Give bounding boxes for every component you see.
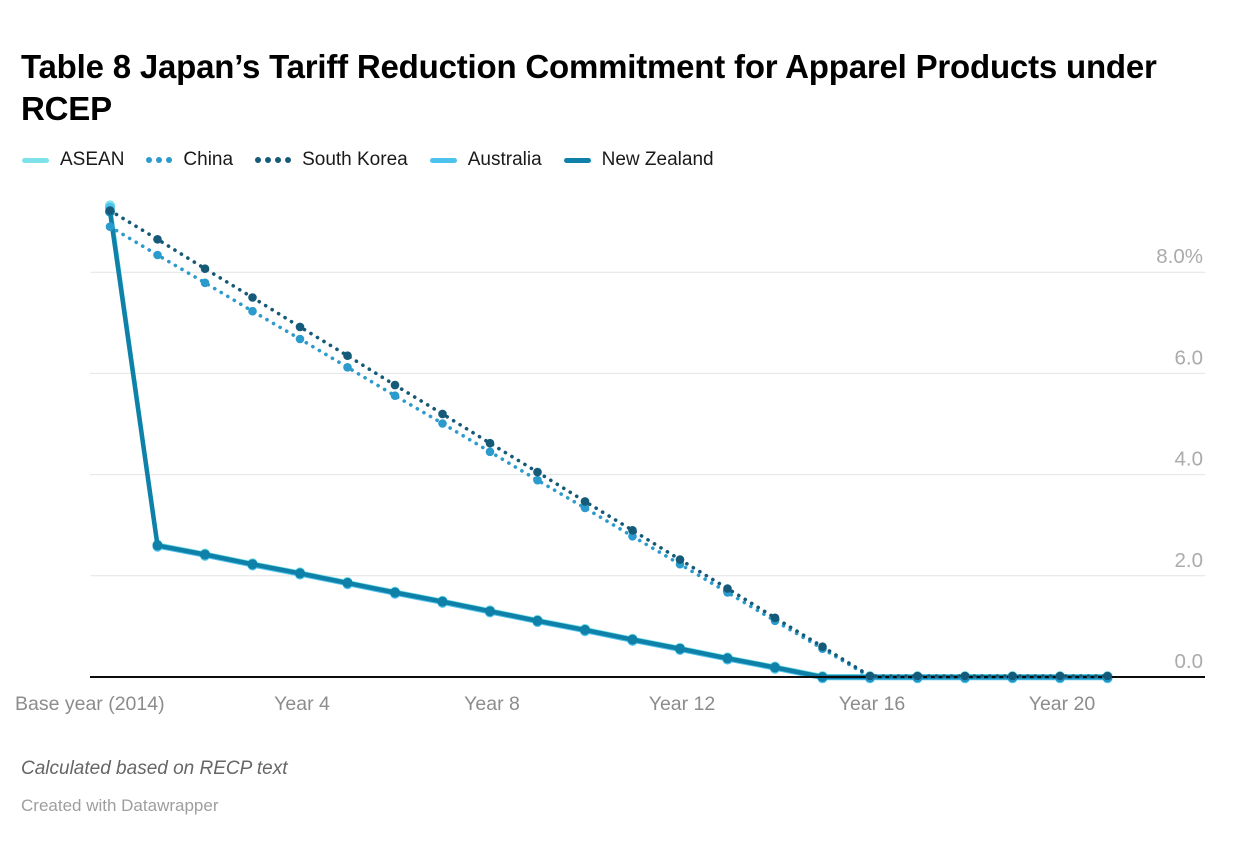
y-tick-label: 6.0 (1175, 346, 1204, 369)
legend-item-china: China (146, 149, 233, 171)
x-tick-label: Year 4 (274, 693, 330, 715)
datawrapper-credit: Created with Datawrapper (21, 796, 219, 815)
series-line-china (108, 224, 1110, 679)
y-tick-label: 8.0% (1156, 245, 1203, 268)
legend: ASEAN China South Korea Australia New Zealan… (22, 149, 714, 171)
legend-item-asean: ASEAN (22, 149, 124, 171)
series-markers-china (105, 222, 1112, 682)
y-tick-label: 2.0 (1175, 549, 1204, 572)
x-tick-label: Year 12 (649, 693, 716, 715)
series-markers-new-zealand (105, 206, 1113, 682)
legend-label: China (183, 149, 234, 170)
legend-swatch-new-zealand (563, 157, 591, 163)
x-tick-label: Year 8 (464, 693, 520, 715)
legend-swatch-australia (429, 157, 457, 163)
y-tick-label: 4.0 (1175, 448, 1204, 471)
chart-title: Table 8 Japan’s Tariff Reduction Commitm… (21, 48, 1157, 128)
legend-label: New Zealand (601, 149, 714, 170)
x-tick-label: Year 20 (1029, 693, 1096, 715)
x-tick-label: Year 16 (839, 693, 906, 715)
source-note: Calculated based on RECP text (21, 758, 288, 779)
legend-label: South Korea (302, 149, 408, 170)
legend-label: ASEAN (60, 149, 125, 170)
y-tick-label: 0.0 (1175, 650, 1204, 673)
legend-swatch-south-korea (255, 157, 292, 163)
legend-swatch-asean (22, 157, 49, 163)
legend-item-australia: Australia (429, 149, 542, 171)
legend-label: Australia (467, 149, 542, 170)
series-line-asean (108, 203, 1110, 678)
legend-swatch-china (146, 157, 173, 163)
series-line-australia (108, 205, 1110, 681)
series-markers-australia (105, 202, 1113, 684)
series-markers-south-korea (105, 206, 1112, 681)
series-line-new-zealand (107, 209, 1110, 680)
x-tick-label: Base year (2014) (15, 693, 165, 715)
legend-item-south-korea: South Korea (255, 149, 408, 171)
legend-item-new-zealand: New Zealand (563, 149, 714, 171)
series-line-south-korea (108, 208, 1110, 678)
